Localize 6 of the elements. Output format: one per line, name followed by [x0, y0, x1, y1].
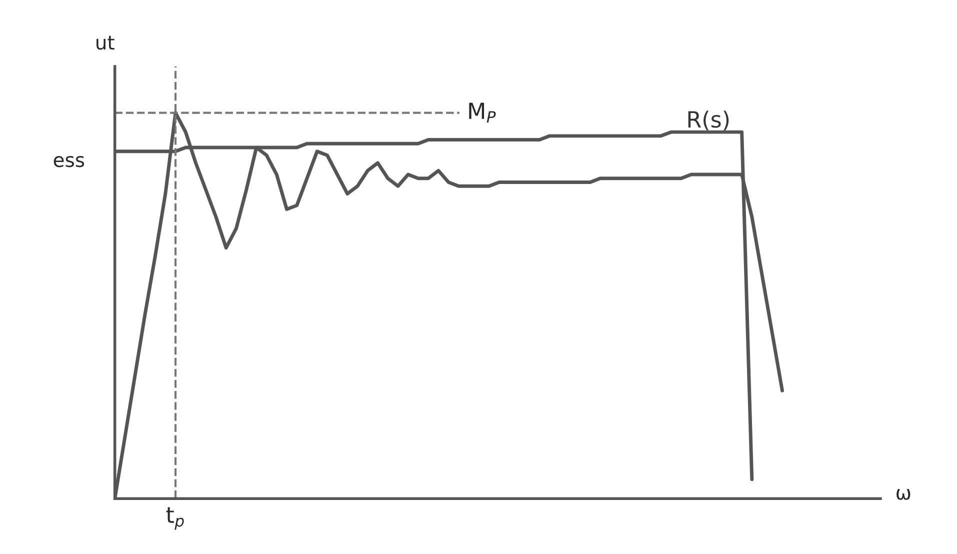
series-label: R(s)	[688, 110, 729, 130]
ref-line-label: M$_{P}$	[469, 102, 496, 123]
y-axis-title: ut	[96, 36, 114, 50]
text: ess	[54, 156, 84, 168]
text: ω	[896, 489, 910, 500]
text: t$_{p}$	[166, 507, 184, 530]
